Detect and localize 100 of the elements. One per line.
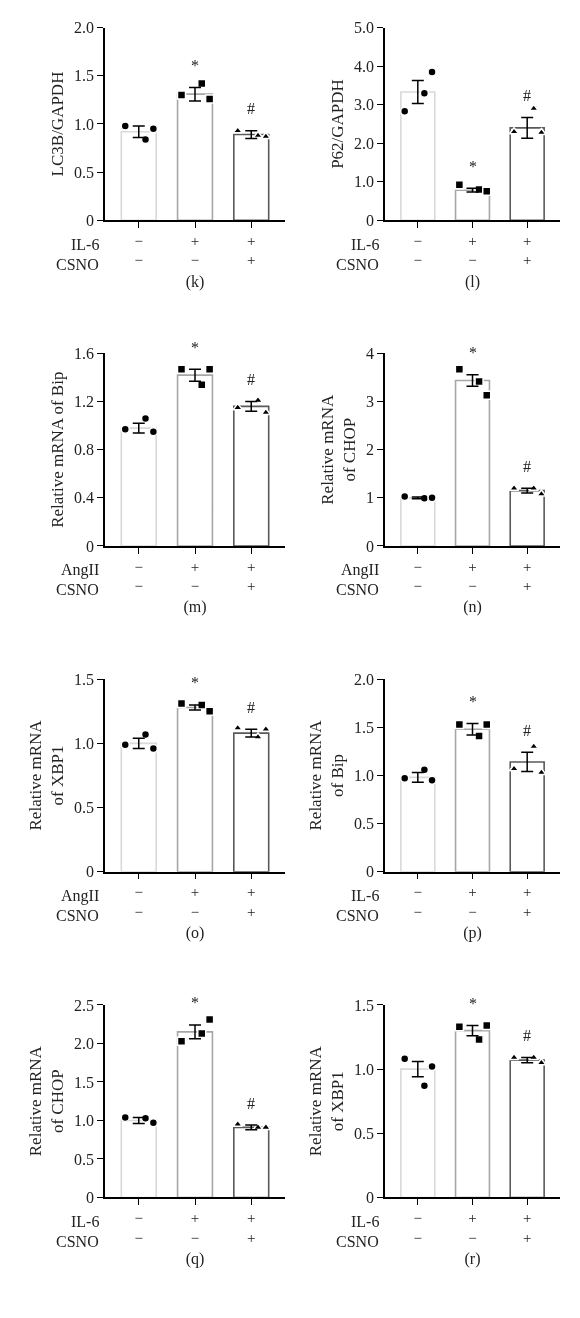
annotation: * [191, 994, 199, 1011]
annotation: # [523, 722, 531, 739]
text: CSNO [336, 581, 379, 598]
x-tick-label: − − [134, 884, 143, 920]
y-tick-label: 1.0 [74, 734, 95, 752]
y-axis-title: Relative mRNA of CHOP [26, 1045, 68, 1157]
bar [233, 405, 270, 546]
x-tick-label: + − [468, 884, 477, 920]
y-tick-label: 1.0 [354, 767, 375, 785]
text: IL-6 [351, 236, 380, 253]
y-tick-label: 1.0 [74, 115, 95, 133]
x-axis-title: (r) [464, 1249, 481, 1268]
y-axis-title: Relative mRNA of XBP1 [26, 719, 68, 831]
annotation: * [191, 57, 199, 74]
x-tick-label: + + [247, 1210, 256, 1246]
y-tick-label: 1.5 [74, 670, 95, 688]
x-axis-title: (m) [183, 598, 207, 617]
x-tick-label: + − [468, 232, 477, 269]
text: AngII [61, 887, 100, 905]
y-axis-title: Relative mRNA of Bip [306, 719, 348, 831]
text: CSNO [336, 256, 379, 273]
x-axis-title: (o) [185, 924, 205, 943]
x-axis-title: (k) [185, 272, 205, 291]
x-tick-label: − − [413, 1210, 423, 1246]
x-tick-label: + + [247, 884, 256, 920]
text: CSNO [56, 1233, 99, 1250]
y-tick-label: 2.0 [354, 134, 375, 152]
y-tick-label: 2 [366, 441, 375, 459]
y-tick-label: 2.5 [74, 996, 95, 1014]
y-tick-label: 1.5 [354, 996, 375, 1014]
x-tick-label: + + [522, 1210, 532, 1246]
y-tick-label: 0 [86, 863, 95, 881]
annotation: * [469, 693, 477, 710]
annotation: # [523, 458, 531, 475]
x-tick-label: − − [134, 232, 143, 269]
x-axis-title: (l) [464, 272, 481, 291]
y-tick-label: 1.5 [74, 1073, 95, 1091]
y-tick-label: 0.5 [74, 1150, 95, 1168]
annotation: # [247, 371, 255, 388]
annotation: * [469, 158, 477, 175]
text: CSNO [56, 256, 99, 273]
x-tick-label: + − [190, 884, 200, 920]
x-axis-title: (n) [463, 598, 482, 617]
bar [509, 761, 545, 872]
y-tick-label: 1 [366, 489, 375, 507]
y-tick-label: 4 [366, 345, 375, 363]
bar [400, 776, 436, 872]
y-tick-label: 5.0 [354, 19, 375, 37]
x-tick-label: + + [522, 558, 532, 595]
y-tick-label: 3 [366, 393, 375, 411]
x-tick-label: − − [413, 558, 423, 595]
text: IL-6 [351, 1213, 380, 1230]
y-tick-label: 3.0 [354, 96, 375, 114]
y-tick-label: 4.0 [354, 57, 375, 75]
y-tick-label: 2.0 [74, 1035, 95, 1053]
x-axis-title: (q) [185, 1249, 205, 1268]
y-tick-label: 0.4 [74, 489, 95, 507]
y-tick-label: 0 [86, 1189, 95, 1207]
bar [176, 93, 214, 221]
text: CSNO [56, 581, 99, 598]
y-tick-label: 2.0 [74, 19, 95, 37]
y-tick-label: 0 [86, 211, 95, 229]
text: IL-6 [351, 887, 380, 904]
x-tick-label: + + [247, 558, 256, 595]
y-axis-title: P62/GAPDH [328, 79, 348, 169]
annotation: * [191, 674, 199, 691]
annotation: * [191, 339, 199, 356]
text: CSNO [56, 907, 99, 924]
bar [454, 379, 491, 546]
annotation: # [247, 100, 255, 117]
x-tick-label: + + [522, 884, 532, 920]
x-tick-label: − − [413, 232, 423, 269]
text: CSNO [336, 907, 379, 924]
y-tick-label: 0.5 [354, 815, 375, 833]
x-tick-label: + + [247, 232, 256, 269]
text: IL-6 [71, 1213, 100, 1230]
annotation: # [247, 1095, 255, 1112]
x-tick-label: + + [522, 232, 532, 269]
bar [176, 1031, 214, 1198]
x-tick-label: + − [190, 1210, 200, 1246]
text: CSNO [336, 1233, 379, 1250]
y-tick-label: 0 [366, 537, 375, 555]
y-tick-label: 2.0 [354, 670, 375, 688]
y-tick-label: 1.0 [354, 1060, 375, 1078]
annotation: # [523, 87, 531, 104]
x-tick-label: + − [468, 558, 477, 595]
y-tick-label: 0.8 [74, 441, 95, 459]
y-tick-label: 0 [366, 1189, 375, 1207]
annotation: * [469, 344, 477, 361]
y-tick-label: 0 [366, 211, 375, 229]
text: AngII [61, 561, 100, 579]
y-tick-label: 1.0 [74, 1112, 95, 1130]
bar [120, 427, 157, 546]
x-axis-title: (p) [463, 924, 482, 943]
y-axis-title: Relative mRNA of XBP1 [306, 1045, 348, 1157]
x-tick-label: − − [413, 884, 423, 920]
y-tick-label: 0.5 [354, 1124, 375, 1142]
x-tick-label: − − [134, 1210, 143, 1246]
y-axis-title: LC3B/GAPDH [48, 71, 68, 177]
bar [120, 742, 157, 872]
